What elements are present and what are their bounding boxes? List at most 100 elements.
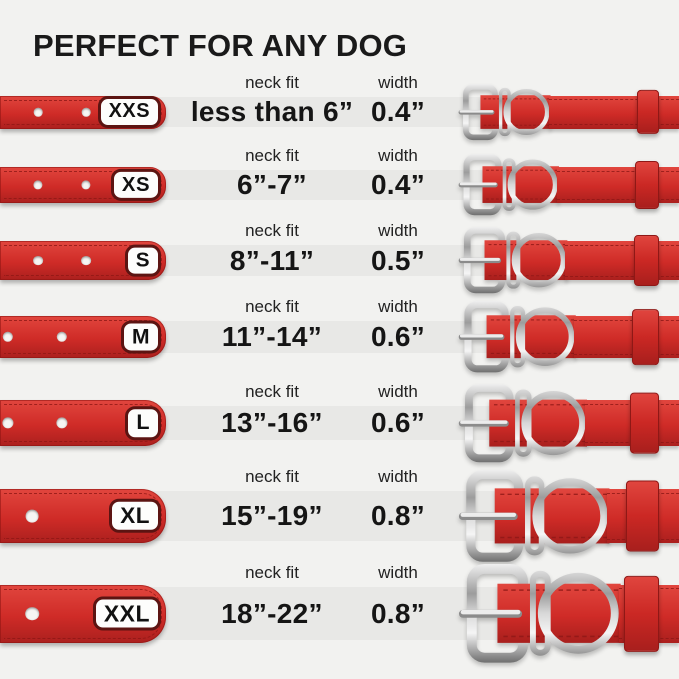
neck-fit-column: neck fit 13”-16”	[192, 380, 352, 440]
width-column: width 0.6”	[348, 380, 448, 440]
leather-keeper-loop	[626, 480, 659, 552]
neck-fit-value: 15”-19”	[221, 500, 323, 531]
size-row-m: M neck fit 11”-14” width 0.6”	[0, 295, 679, 353]
neck-fit-column: neck fit 8”-11”	[192, 219, 352, 276]
neck-fit-label: neck fit	[245, 563, 299, 582]
width-value: 0.5”	[370, 244, 426, 276]
collar-buckle-end	[458, 170, 679, 200]
neck-fit-column: neck fit 18”-22”	[192, 561, 352, 640]
collar-hole	[81, 107, 91, 117]
width-value: 0.4”	[370, 169, 426, 200]
neck-fit-column: neck fit 11”-14”	[192, 295, 352, 353]
collar-strap-tail: L	[0, 400, 166, 446]
buckle-hardware-icon	[458, 154, 559, 215]
size-row-xxl: XXL neck fit 18”-22” width 0.8”	[0, 561, 679, 640]
collar-strap-body	[565, 241, 679, 280]
width-label: width	[378, 73, 418, 92]
size-badge: XXS	[97, 96, 161, 128]
collar-hole	[56, 331, 68, 343]
collar-strap-tail: M	[0, 316, 166, 358]
collar-strap-tail: XXS	[0, 95, 166, 129]
size-row-xl: XL neck fit 15”-19” width 0.8”	[0, 465, 679, 541]
width-column: width 0.8”	[348, 561, 448, 640]
collar-strap-body	[573, 316, 679, 358]
width-column: width 0.5”	[348, 219, 448, 276]
neck-fit-column: neck fit 15”-19”	[192, 465, 352, 541]
collar-strap-tail: S	[0, 241, 166, 280]
size-badge: M	[120, 320, 161, 354]
neck-fit-label: neck fit	[245, 297, 299, 316]
collar-strap-body	[556, 167, 679, 203]
neck-fit-label: neck fit	[245, 382, 299, 401]
size-badge: XL	[109, 498, 161, 534]
collar-hole	[33, 180, 43, 190]
collar-hole	[25, 606, 39, 621]
buckle-hardware-icon	[458, 470, 609, 562]
width-column: width 0.4”	[348, 144, 448, 200]
buckle-hardware-icon	[458, 84, 551, 140]
collar-buckle-end	[458, 245, 679, 276]
width-column: width 0.8”	[348, 465, 448, 541]
page-title: PERFECT FOR ANY DOG	[33, 28, 408, 63]
neck-fit-label: neck fit	[245, 73, 299, 92]
width-label: width	[378, 221, 418, 240]
size-badge: XS	[110, 168, 161, 202]
collar-hole	[25, 509, 39, 523]
width-value: 0.8”	[370, 500, 426, 531]
neck-fit-value: 6”-7”	[237, 169, 307, 200]
size-row-xs: XS neck fit 6”-7” width 0.4”	[0, 144, 679, 200]
neck-fit-column: neck fit 6”-7”	[192, 144, 352, 200]
leather-keeper-loop	[624, 575, 659, 652]
size-row-s: S neck fit 8”-11” width 0.5”	[0, 219, 679, 276]
collar-strap-tail: XL	[0, 489, 166, 543]
width-value: 0.6”	[370, 321, 426, 352]
width-label: width	[378, 382, 418, 401]
width-value: 0.8”	[370, 597, 426, 629]
collar-hole	[81, 255, 91, 266]
collar-buckle-end	[458, 321, 679, 353]
size-row-xxs: XXS neck fit less than 6” width 0.4”	[0, 71, 679, 127]
collar-hole	[2, 331, 14, 343]
leather-keeper-loop	[635, 160, 659, 210]
width-label: width	[378, 297, 418, 316]
width-label: width	[378, 146, 418, 165]
buckle-hardware-icon	[458, 301, 576, 372]
buckle-hardware-icon	[458, 227, 567, 293]
leather-keeper-loop	[633, 234, 659, 287]
collar-buckle-end	[458, 97, 679, 127]
size-badge: L	[125, 406, 161, 440]
size-row-l: L neck fit 13”-16” width 0.6”	[0, 380, 679, 440]
collar-strap-tail: XS	[0, 167, 166, 203]
width-label: width	[378, 563, 418, 582]
collar-buckle-end	[458, 406, 679, 440]
collar-buckle-end	[458, 587, 679, 640]
size-badge: S	[124, 244, 161, 277]
leather-keeper-loop	[630, 392, 659, 454]
width-column: width 0.4”	[348, 71, 448, 127]
size-badge: XXL	[92, 596, 161, 631]
buckle-hardware-icon	[458, 564, 621, 663]
neck-fit-column: neck fit less than 6”	[190, 71, 354, 127]
neck-fit-value: 11”-14”	[221, 321, 323, 352]
width-column: width 0.6”	[348, 295, 448, 353]
neck-fit-label: neck fit	[245, 467, 299, 486]
collar-buckle-end	[458, 491, 679, 541]
collar-hole	[33, 107, 43, 117]
neck-fit-value: 13”-16”	[221, 407, 323, 438]
collar-hole	[33, 255, 43, 266]
leather-keeper-loop	[636, 89, 659, 135]
neck-fit-label: neck fit	[245, 146, 299, 165]
buckle-hardware-icon	[458, 384, 587, 462]
width-value: 0.4”	[370, 96, 426, 127]
width-value: 0.6”	[370, 407, 426, 438]
neck-fit-value: 18”-22”	[221, 597, 323, 629]
neck-fit-value: 8”-11”	[229, 244, 315, 276]
collar-strap-tail: XXL	[0, 584, 166, 643]
neck-fit-label: neck fit	[245, 221, 299, 240]
leather-keeper-loop	[632, 309, 659, 365]
width-label: width	[378, 467, 418, 486]
collar-hole	[2, 417, 14, 429]
collar-hole	[81, 180, 91, 190]
neck-fit-value: less than 6”	[190, 96, 354, 127]
